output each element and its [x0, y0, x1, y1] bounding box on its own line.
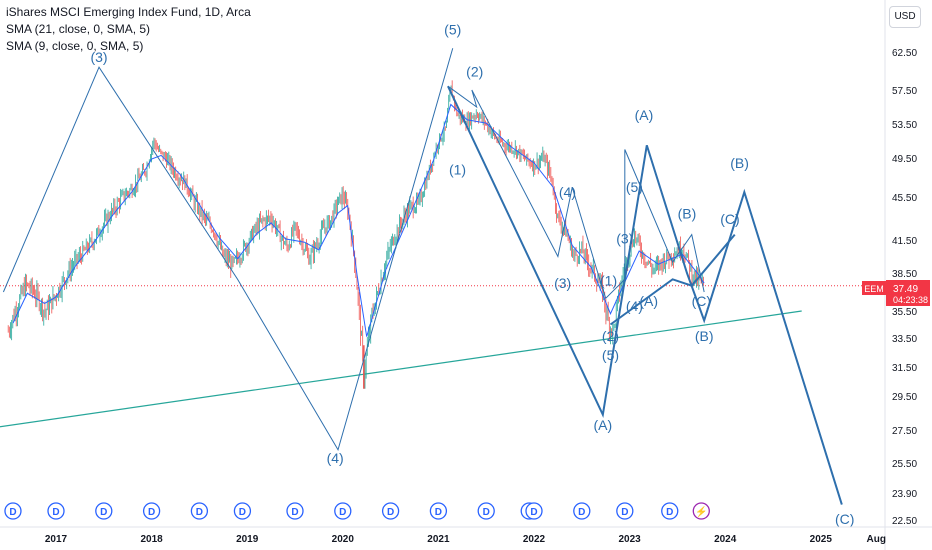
y-tick-label: 53.50: [892, 120, 917, 131]
y-tick-label: 29.50: [892, 392, 917, 403]
y-tick-label: 45.50: [892, 193, 917, 204]
svg-text:D: D: [52, 507, 59, 518]
y-tick-label: 33.50: [892, 334, 917, 345]
svg-text:D: D: [339, 507, 346, 518]
elliott-wave-line[interactable]: [609, 233, 736, 326]
dividend-marker[interactable]: D: [616, 502, 634, 520]
x-tick-label: 2020: [332, 534, 355, 545]
wave-label: (B): [695, 328, 714, 344]
wave-label: (2): [602, 328, 619, 344]
x-tick-label: 2025: [810, 534, 833, 545]
y-tick-label: 25.50: [892, 459, 917, 470]
last-price-tag: [886, 280, 930, 306]
wave-label: (4): [626, 298, 643, 314]
wave-label: (1): [449, 162, 466, 178]
symbol-tag-text: EEM: [864, 284, 884, 294]
wave-label: (2): [466, 63, 483, 79]
x-tick-label: 2022: [523, 534, 546, 545]
svg-text:D: D: [435, 507, 442, 518]
x-tick-label: 2018: [140, 534, 163, 545]
svg-text:D: D: [621, 507, 628, 518]
symbol-tag: [862, 281, 886, 295]
dividend-marker[interactable]: D: [661, 502, 679, 520]
wave-label: (4): [327, 450, 344, 466]
sma-21-legend[interactable]: SMA (21, close, 0, SMA, 5): [6, 22, 151, 36]
svg-text:D: D: [387, 507, 394, 518]
currency-button[interactable]: USD: [889, 6, 921, 28]
dividend-marker[interactable]: D: [334, 502, 352, 520]
dividend-marker[interactable]: D: [47, 502, 65, 520]
svg-text:D: D: [666, 507, 673, 518]
elliott-wave-line[interactable]: [447, 85, 843, 505]
x-tick-label: 2017: [45, 534, 68, 545]
y-tick-label: 23.90: [892, 489, 917, 500]
wave-label: (B): [730, 155, 749, 171]
y-tick-label: 57.50: [892, 86, 917, 97]
wave-label: (C): [692, 293, 711, 309]
wave-label: (C): [720, 211, 739, 227]
wave-label: (4): [559, 184, 576, 200]
wave-label: (3): [90, 49, 107, 65]
wave-label: (3): [554, 275, 571, 291]
svg-text:⚡: ⚡: [695, 505, 707, 518]
sma-9-legend[interactable]: SMA (9, close, 0, SMA, 5): [6, 39, 144, 53]
svg-text:D: D: [291, 507, 298, 518]
y-tick-label: 27.50: [892, 426, 917, 437]
dividend-marker[interactable]: D: [573, 502, 591, 520]
support-trendline[interactable]: [0, 310, 802, 428]
wave-label: (A): [639, 293, 658, 309]
dividend-marker[interactable]: D: [429, 502, 448, 520]
svg-text:D: D: [148, 507, 155, 518]
y-tick-label: 35.50: [892, 307, 917, 318]
x-tick-label: Aug: [867, 534, 886, 545]
chart-title: iShares MSCI Emerging Index Fund, 1D, Ar…: [6, 5, 251, 19]
svg-text:D: D: [483, 507, 490, 518]
last-price: 37.49: [893, 284, 918, 295]
dividend-marker[interactable]: D: [477, 502, 495, 520]
dividend-marker[interactable]: D: [142, 502, 161, 520]
dividend-marker[interactable]: D: [4, 502, 22, 520]
x-tick-label: 2021: [427, 534, 450, 545]
dividend-marker[interactable]: D: [525, 502, 543, 520]
y-tick-label: 22.50: [892, 516, 917, 527]
x-tick-label: 2024: [714, 534, 737, 545]
elliott-wave-line[interactable]: [447, 85, 705, 300]
wave-label: (5): [602, 347, 619, 363]
wave-label: (3): [616, 230, 633, 246]
elliott-wave-line[interactable]: [2, 48, 454, 452]
wave-label: (B): [678, 206, 697, 222]
dividend-marker[interactable]: D: [233, 502, 252, 520]
svg-text:D: D: [9, 507, 16, 518]
svg-text:D: D: [578, 507, 585, 518]
x-tick-label: 2023: [618, 534, 641, 545]
split-marker[interactable]: ⚡: [692, 502, 710, 520]
y-tick-label: 41.50: [892, 236, 917, 247]
sma-line: [12, 103, 705, 337]
x-tick-label: 2019: [236, 534, 259, 545]
svg-text:D: D: [100, 507, 107, 518]
wave-label: (5): [444, 22, 461, 38]
wave-label: (5): [626, 179, 643, 195]
y-tick-label: 49.50: [892, 154, 917, 165]
dividend-marker[interactable]: D: [381, 502, 400, 520]
dividend-marker[interactable]: D: [190, 502, 209, 520]
y-tick-label: 62.50: [892, 48, 917, 59]
bar-countdown: 04:23:38: [893, 295, 928, 305]
y-tick-label: 38.50: [892, 269, 917, 280]
svg-text:D: D: [196, 507, 203, 518]
wave-label: (A): [635, 107, 654, 123]
dividend-marker[interactable]: D: [286, 502, 304, 520]
wave-label: (A): [593, 417, 612, 433]
y-tick-label: 31.50: [892, 363, 917, 374]
svg-text:D: D: [239, 507, 246, 518]
svg-text:D: D: [530, 507, 537, 518]
dividend-marker[interactable]: D: [95, 502, 113, 520]
wave-label: (C): [835, 511, 854, 527]
wave-label: (1): [600, 273, 617, 289]
